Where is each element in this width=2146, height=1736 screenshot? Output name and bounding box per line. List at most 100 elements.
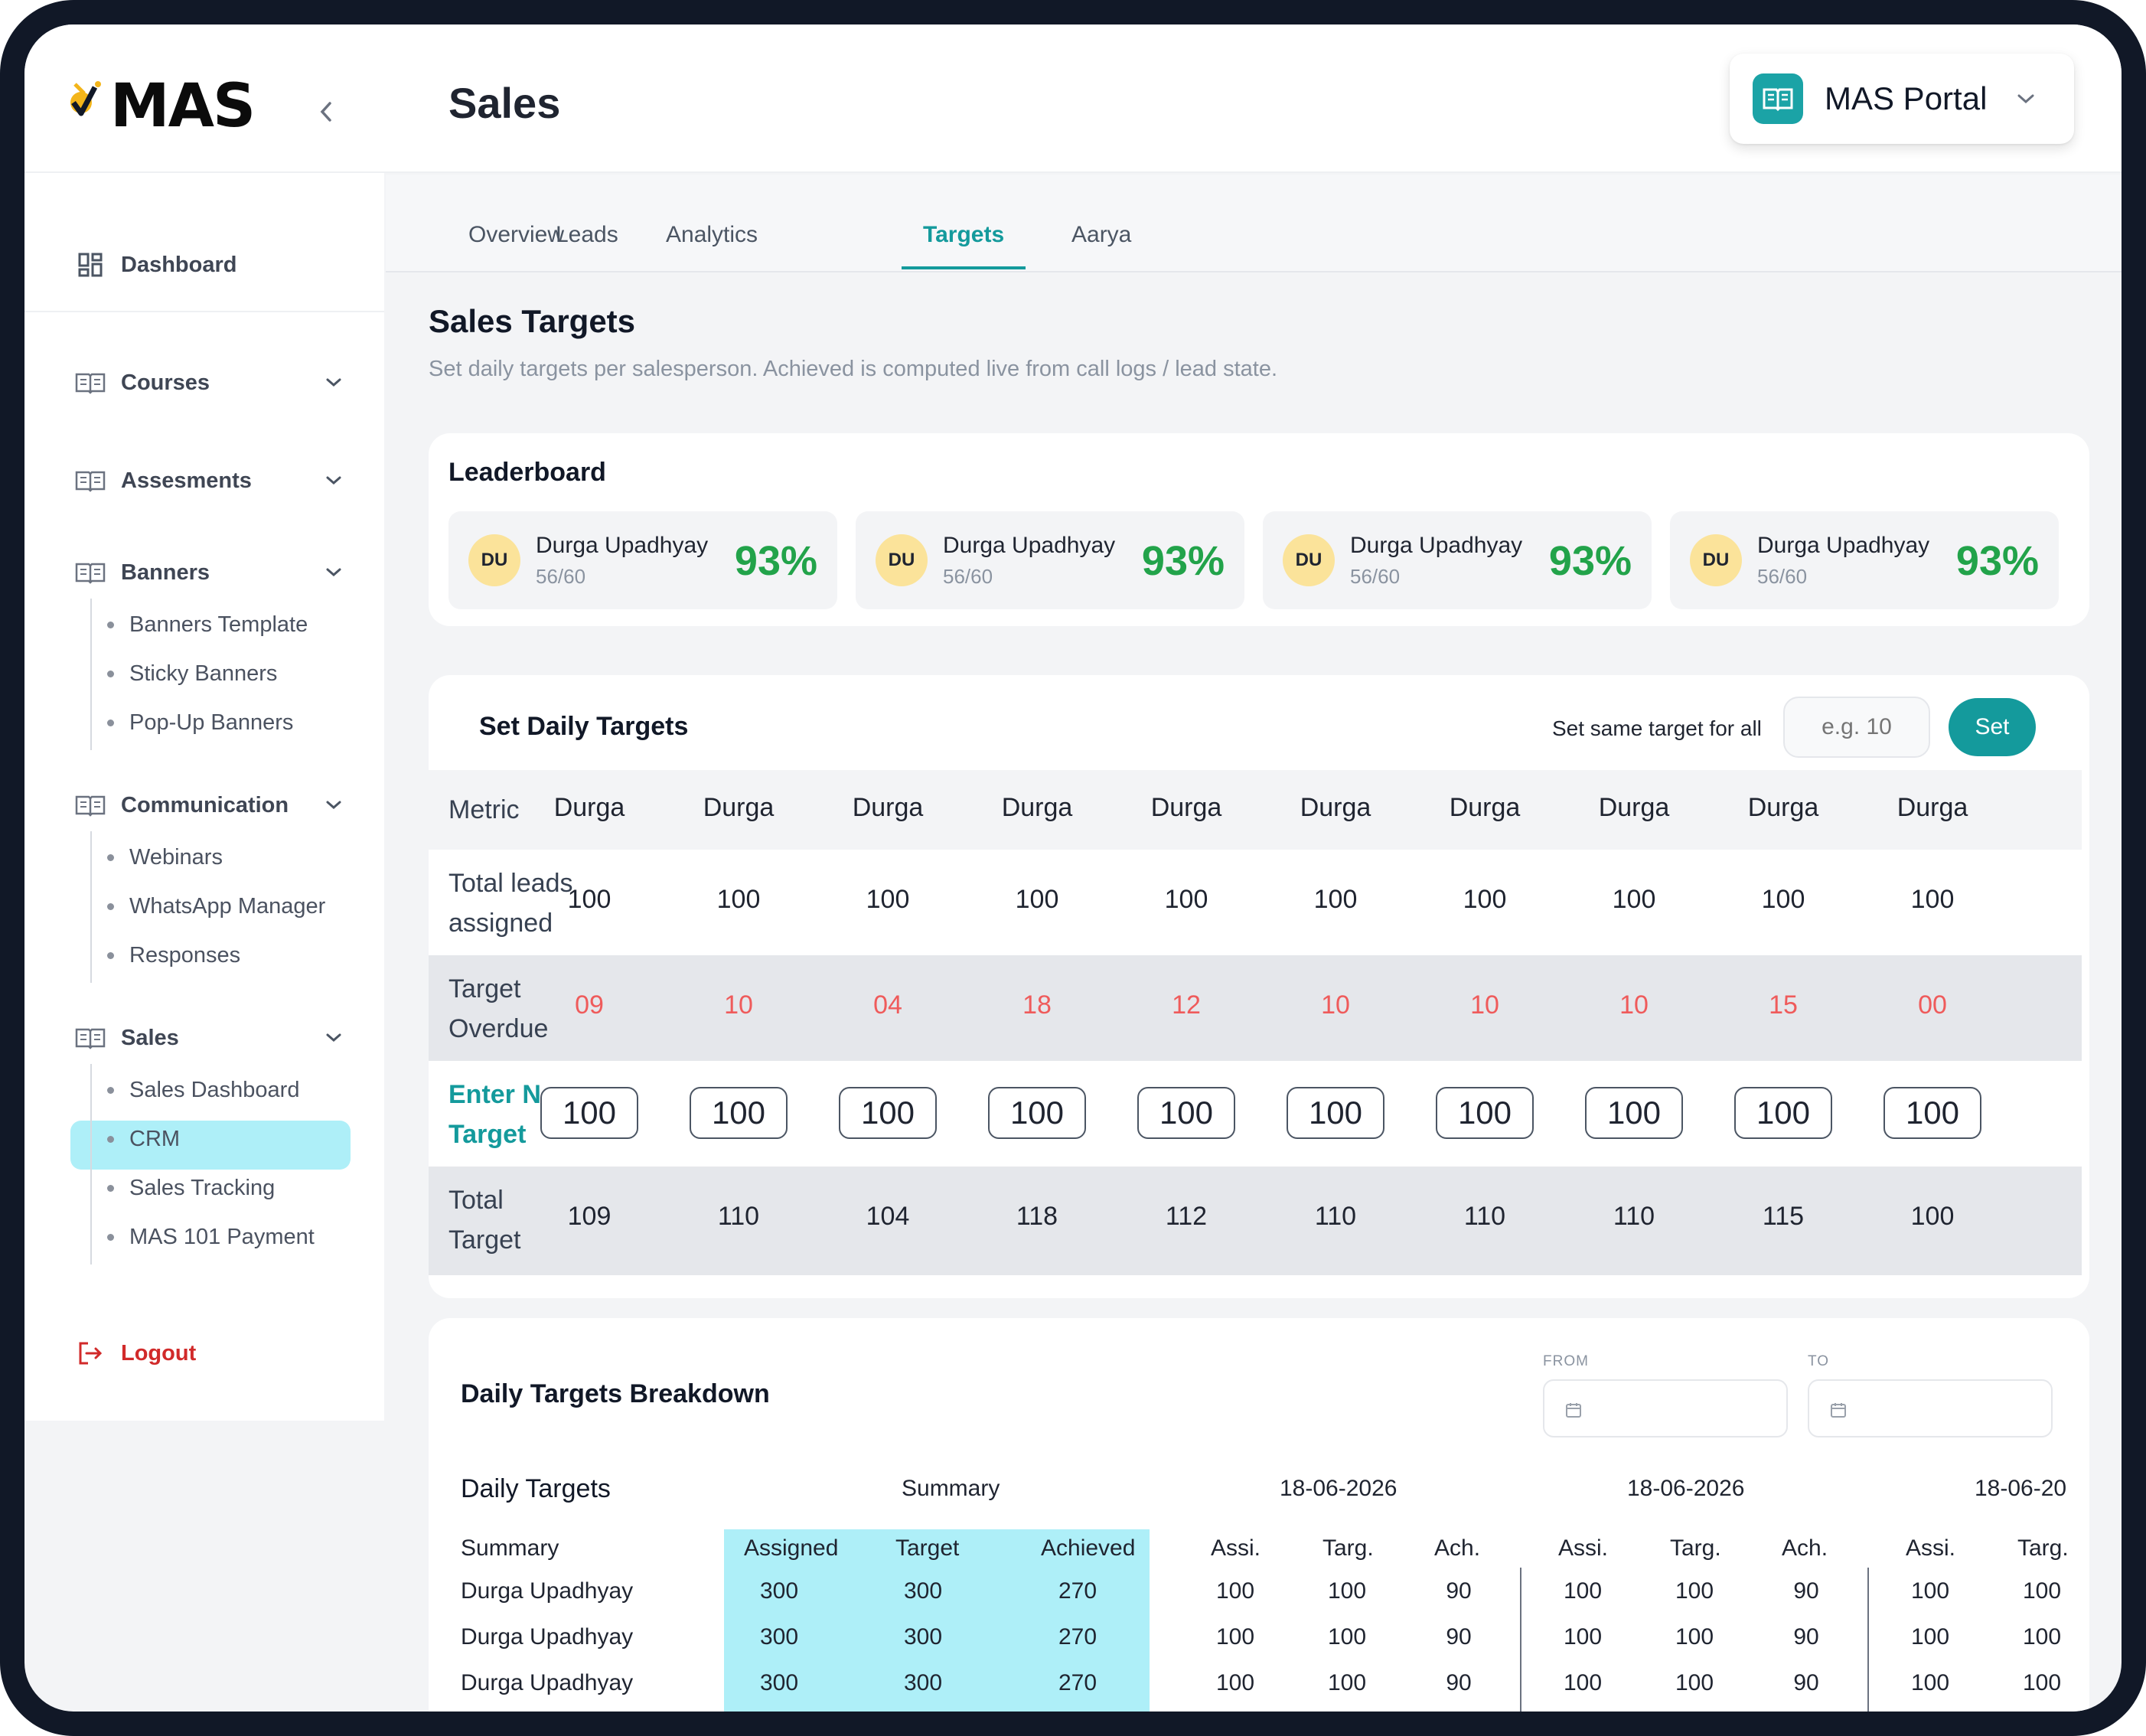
sidebar-divider xyxy=(24,311,384,312)
table-cell: 100 xyxy=(567,885,612,914)
tab-analytics[interactable]: Analytics xyxy=(666,222,758,247)
sidebar-subitem[interactable]: Pop-Up Banners xyxy=(101,710,293,736)
sidebar-subitem[interactable]: Banners Template xyxy=(101,612,308,638)
daily-breakdown-card: Daily Targets Breakdown FROM TO Daily Ta… xyxy=(429,1318,2089,1712)
same-target-input[interactable] xyxy=(1783,697,1930,758)
column-divider xyxy=(1520,1568,1521,1712)
leaderboard-item[interactable]: DU Durga Upadhyay 56/60 93% xyxy=(448,511,837,609)
bullet-icon xyxy=(107,854,114,861)
sidebar-subitem[interactable]: Responses xyxy=(101,943,240,968)
table-cell: 104 xyxy=(866,1202,910,1231)
table-cell: 100 xyxy=(866,885,910,914)
sidebar-item-assesments[interactable]: Assesments xyxy=(75,465,252,496)
portal-switcher[interactable]: MAS Portal xyxy=(1730,54,2074,144)
bullet-icon xyxy=(107,903,114,910)
chevron-down-icon xyxy=(326,476,341,485)
sidebar-subitem[interactable]: Sales Dashboard xyxy=(101,1078,299,1103)
tab-targets[interactable]: Targets xyxy=(923,222,1005,247)
row-label-line: Total xyxy=(448,1186,504,1215)
table-cell: 12 xyxy=(1172,990,1201,1020)
sidebar-subitem-label: WhatsApp Manager xyxy=(129,894,326,919)
column-header: Durga xyxy=(1150,793,1222,822)
chevron-left-icon xyxy=(320,102,331,122)
avatar: DU xyxy=(1690,534,1742,586)
summary-value: 300 xyxy=(903,1670,943,1695)
leaderboard-item[interactable]: DU Durga Upadhyay 56/60 93% xyxy=(856,511,1244,609)
column-header: Targ. xyxy=(1670,1535,1721,1561)
new-target-input[interactable] xyxy=(690,1087,788,1139)
from-date-input[interactable] xyxy=(1543,1379,1788,1437)
sidebar-subitem[interactable]: WhatsApp Manager xyxy=(101,894,325,919)
logo-mark-icon xyxy=(70,81,101,116)
courses-expand-toggle[interactable] xyxy=(318,367,349,398)
leaderboard-item[interactable]: DU Durga Upadhyay 56/60 93% xyxy=(1263,511,1652,609)
sidebar-subitem-crm[interactable]: CRM xyxy=(101,1127,180,1152)
sidebar-item-dashboard[interactable]: Dashboard xyxy=(75,250,236,280)
mas-logo[interactable]: MAS xyxy=(64,72,256,141)
leads-assigned-row: Total leads assigned 100 100 100 100 100 100 100… xyxy=(429,850,2082,955)
tab-overview[interactable]: Overview xyxy=(468,222,565,247)
sidebar-subitem[interactable]: MAS 101 Payment xyxy=(101,1225,315,1250)
tab-leads[interactable]: Leads xyxy=(556,222,618,247)
tree-line xyxy=(90,1064,92,1264)
app-screen: MAS Sales MAS Portal Dashboard Courses xyxy=(24,24,2122,1712)
set-button[interactable]: Set xyxy=(1949,698,2036,756)
summary-value: 270 xyxy=(1058,1624,1097,1650)
sidebar-subitem-label: Banners Template xyxy=(129,612,308,637)
leaderboard-item[interactable]: DU Durga Upadhyay 56/60 93% xyxy=(1670,511,2059,609)
new-target-input[interactable] xyxy=(1883,1087,1981,1139)
new-target-input[interactable] xyxy=(988,1087,1086,1139)
table-cell: 100 xyxy=(1313,885,1358,914)
sidebar-subitem-label: Sales Tracking xyxy=(129,1176,276,1200)
day-value: 100 xyxy=(1327,1670,1367,1695)
row-label: Target Overdue xyxy=(448,969,548,1049)
sidebar-item-communication[interactable]: Communication xyxy=(75,790,289,821)
sidebar-subitem[interactable]: Sales Tracking xyxy=(101,1176,275,1201)
table-cell: 04 xyxy=(873,990,902,1020)
calendar-icon xyxy=(1566,1403,1581,1418)
date-header: 18-06-20 xyxy=(1975,1476,2067,1501)
sidebar-subitem-label: Responses xyxy=(129,943,241,968)
sales-expand-toggle[interactable] xyxy=(318,1023,349,1053)
date-header: 18-06-2026 xyxy=(1280,1476,1398,1501)
summary-value: 270 xyxy=(1058,1578,1097,1604)
bullet-icon xyxy=(107,1234,114,1241)
tab-aarya[interactable]: Aarya xyxy=(1071,222,1132,247)
new-target-input[interactable] xyxy=(1585,1087,1683,1139)
to-date-input[interactable] xyxy=(1808,1379,2053,1437)
table-cell: 10 xyxy=(724,990,753,1020)
summary-highlight xyxy=(724,1529,1150,1712)
sidebar-subitem[interactable]: Webinars xyxy=(101,845,223,870)
page-title: Sales xyxy=(448,79,561,127)
table-cell: 15 xyxy=(1769,990,1798,1020)
day-value: 100 xyxy=(1563,1624,1603,1650)
new-target-input[interactable] xyxy=(839,1087,937,1139)
logout-button[interactable]: Logout xyxy=(75,1338,196,1369)
leader-score: 56/60 xyxy=(536,565,586,588)
new-target-input[interactable] xyxy=(1137,1087,1235,1139)
new-target-input[interactable] xyxy=(1436,1087,1534,1139)
assesments-expand-toggle[interactable] xyxy=(318,465,349,496)
sidebar-item-label: Courses xyxy=(121,370,210,395)
new-target-input[interactable] xyxy=(1287,1087,1384,1139)
target-overdue-row: Target Overdue 09 10 04 18 12 10 10 10 15 00 xyxy=(429,955,2082,1061)
sidebar-item-banners[interactable]: Banners xyxy=(75,557,210,588)
table-cell: 09 xyxy=(575,990,604,1020)
column-header: Target xyxy=(895,1535,960,1561)
banners-expand-toggle[interactable] xyxy=(318,557,349,588)
sidebar-subitem[interactable]: Sticky Banners xyxy=(101,661,277,687)
column-header: Ach. xyxy=(1434,1535,1481,1561)
new-target-input[interactable] xyxy=(1734,1087,1832,1139)
sidebar-item-sales[interactable]: Sales xyxy=(75,1023,179,1053)
new-target-input[interactable] xyxy=(540,1087,638,1139)
collapse-sidebar-button[interactable] xyxy=(303,89,349,135)
sidebar-item-label: Communication xyxy=(121,792,289,817)
column-header: Durga xyxy=(852,793,924,822)
book-icon xyxy=(75,465,106,496)
table-cell: 100 xyxy=(1164,885,1208,914)
communication-expand-toggle[interactable] xyxy=(318,790,349,821)
column-header: Assi. xyxy=(1211,1535,1261,1561)
sidebar-item-label: Banners xyxy=(121,560,210,585)
sidebar-item-courses[interactable]: Courses xyxy=(75,367,210,398)
summary-value: 270 xyxy=(1058,1670,1097,1695)
